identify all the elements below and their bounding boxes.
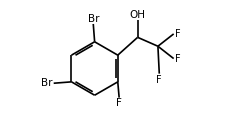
Text: Br: Br <box>41 78 52 88</box>
Text: OH: OH <box>130 10 146 20</box>
Text: F: F <box>175 54 181 64</box>
Text: Br: Br <box>87 14 99 24</box>
Text: F: F <box>156 75 162 85</box>
Text: F: F <box>175 29 181 39</box>
Text: F: F <box>116 98 122 108</box>
